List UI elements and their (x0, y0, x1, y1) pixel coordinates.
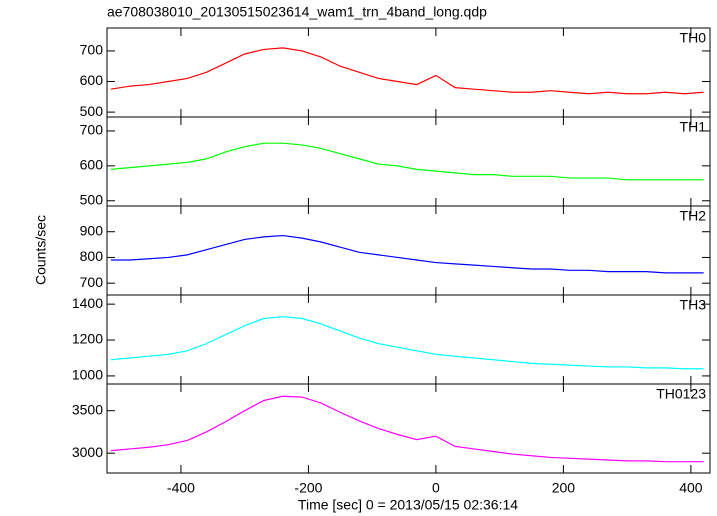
panel-label: TH0 (680, 30, 707, 46)
light-curve (110, 395, 704, 463)
panel-frame (106, 116, 711, 207)
x-tick-label: 0 (432, 480, 440, 496)
y-tick-label: 600 (80, 157, 104, 173)
light-curve (110, 142, 704, 181)
y-tick-label: 900 (80, 222, 104, 238)
y-tick-label: 600 (80, 72, 104, 88)
y-tick-label: 500 (80, 191, 104, 207)
y-tick-label: 3500 (72, 401, 103, 417)
panel-frame (106, 205, 711, 296)
panel-frame (106, 383, 711, 474)
y-tick-label: 3000 (72, 444, 103, 460)
y-axis-label: Counts/sec (33, 215, 49, 285)
light-curve (110, 316, 704, 370)
panel-frame (106, 27, 711, 118)
panel-label: TH3 (680, 297, 707, 313)
y-tick-label: 1200 (72, 331, 103, 347)
y-tick-label: 800 (80, 248, 104, 264)
panel-label: TH0123 (656, 386, 706, 402)
x-tick-label: 400 (679, 480, 703, 496)
light-curve (110, 47, 704, 95)
y-tick-label: 700 (80, 274, 104, 290)
y-tick-label: 1400 (72, 295, 103, 311)
x-tick-label: 200 (552, 480, 576, 496)
x-tick-label: -200 (294, 480, 322, 496)
x-tick-label: -400 (167, 480, 195, 496)
panel-label: TH1 (680, 119, 707, 135)
y-tick-label: 1000 (72, 367, 103, 383)
x-axis-label: Time [sec] 0 = 2013/05/15 02:36:14 (298, 497, 518, 513)
y-tick-label: 700 (80, 42, 104, 58)
panel-frame (106, 294, 711, 385)
y-tick-label: 700 (80, 122, 104, 138)
light-curve (110, 234, 704, 274)
chart-title: ae708038010_20130515023614_wam1_trn_4ban… (107, 4, 487, 20)
panel-label: TH2 (680, 208, 707, 224)
y-tick-label: 500 (80, 103, 104, 119)
